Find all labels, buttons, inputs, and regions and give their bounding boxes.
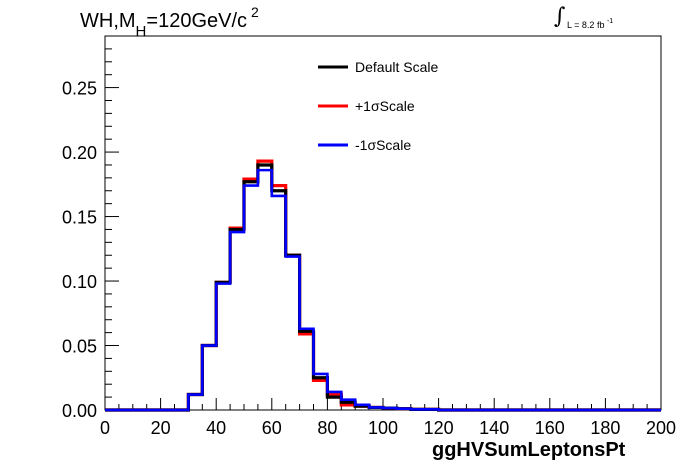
- title-rest: =120GeV/c: [146, 10, 248, 32]
- series-line-2: [105, 168, 661, 412]
- luminosity-text: L = 8.2 fb: [567, 20, 605, 30]
- luminosity-exponent: -1: [606, 18, 614, 25]
- y-tick-label: 0.10: [62, 272, 97, 292]
- legend-label: Default Scale: [355, 59, 438, 75]
- y-tick-label: 0.05: [62, 337, 97, 357]
- series-line-1: [105, 159, 661, 412]
- x-tick-label: 140: [479, 418, 509, 438]
- y-tick-label: 0.15: [62, 208, 97, 228]
- title-superscript: 2: [251, 4, 259, 20]
- x-tick-label: 180: [590, 418, 620, 438]
- title-subscript: H: [135, 23, 147, 40]
- y-tick-label: 0.25: [62, 79, 97, 99]
- y-tick-label: 0.00: [62, 401, 97, 421]
- x-tick-label: 80: [317, 418, 337, 438]
- x-tick-label: 200: [646, 418, 676, 438]
- plot-frame: [104, 35, 662, 411]
- x-tick-label: 160: [535, 418, 565, 438]
- x-tick-label: 100: [368, 418, 398, 438]
- title-main: WH,M: [80, 10, 136, 32]
- x-tick-label: 120: [424, 418, 454, 438]
- plot-title: WH,MH=120GeV/c 2: [80, 4, 259, 40]
- legend-label: -1σScale: [355, 137, 411, 153]
- x-axis-label: ggHVSumLeptonsPt: [432, 439, 626, 461]
- y-tick-label: 0.20: [62, 143, 97, 163]
- x-tick-label: 0: [100, 418, 110, 438]
- legend-label: +1σScale: [355, 98, 415, 114]
- integral-symbol: ∫: [554, 4, 566, 29]
- x-tick-label: 40: [206, 418, 226, 438]
- x-tick-label: 20: [151, 418, 171, 438]
- series-line-0: [105, 163, 661, 412]
- x-tick-label: 60: [262, 418, 282, 438]
